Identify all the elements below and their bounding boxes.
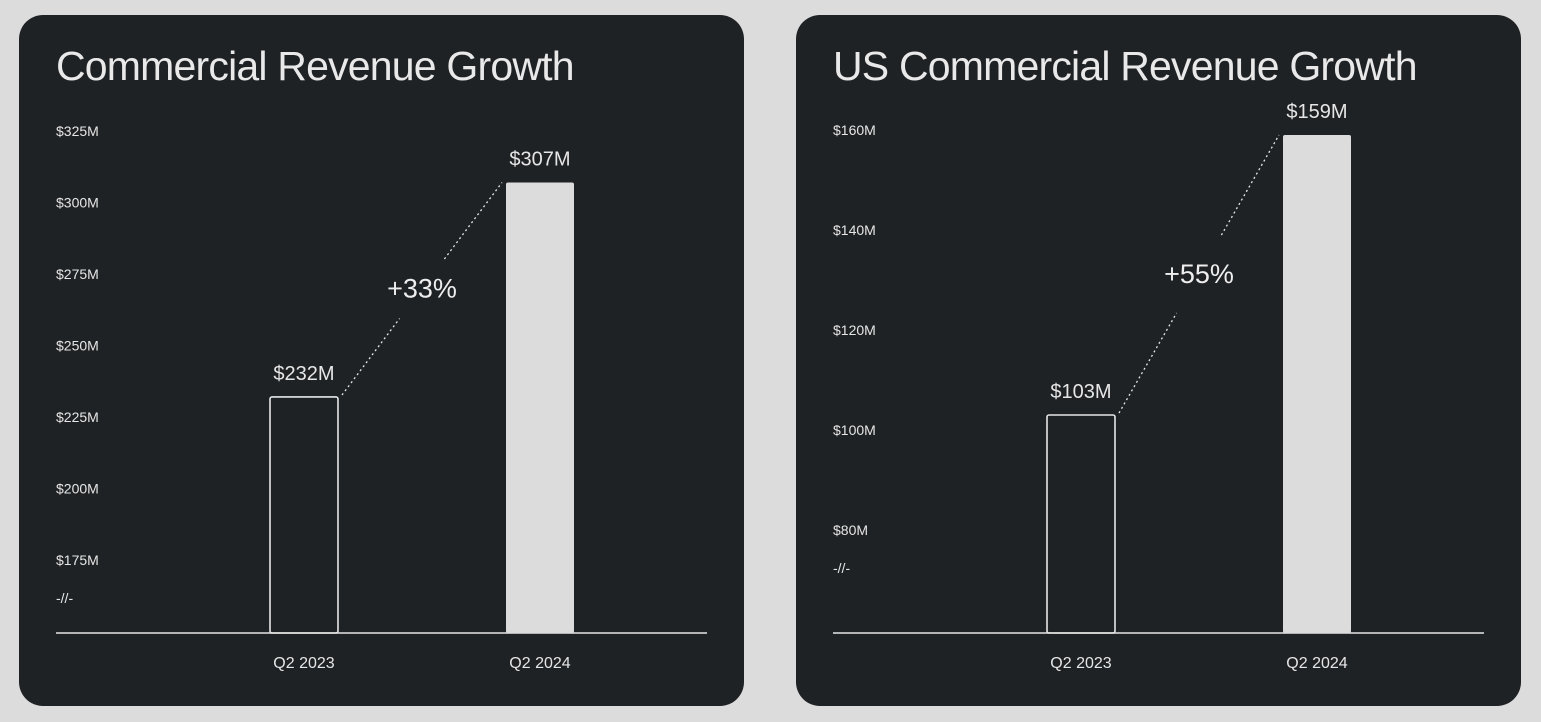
y-tick-label: $200M — [56, 481, 99, 497]
axis-break-mark: -//- — [833, 560, 850, 576]
chart-title: Commercial Revenue Growth — [56, 43, 575, 89]
growth-percentage-label: +33% — [387, 274, 457, 304]
us-commercial-revenue-bar-chart: $80M $100M $120M $140M $160M -//- $103M Q2 2023… — [833, 101, 1484, 672]
chart-title: US Commercial Revenue Growth — [833, 43, 1418, 89]
y-tick-label: $120M — [833, 322, 876, 338]
bar-value-label: $103M — [1050, 381, 1111, 403]
y-tick-label: $275M — [56, 266, 99, 282]
growth-connector-line — [341, 318, 401, 396]
us-commercial-revenue-growth-panel: US Commercial Revenue Growth $80M $100M $1… — [796, 15, 1521, 706]
bar-q2-2023 — [269, 396, 339, 634]
bar-q2-2023 — [1046, 414, 1116, 634]
x-tick-label: Q2 2024 — [1286, 655, 1347, 672]
growth-connector-line — [443, 182, 503, 260]
x-tick-label: Q2 2023 — [1050, 655, 1111, 672]
y-tick-label: $325M — [56, 123, 99, 139]
growth-connector-line — [1118, 312, 1178, 414]
growth-percentage-label: +55% — [1164, 259, 1234, 289]
y-tick-label: $175M — [56, 552, 99, 568]
axis-break-mark: -//- — [56, 590, 73, 606]
bar-value-label: $232M — [273, 363, 334, 385]
commercial-revenue-bar-chart: $175M $200M $225M $250M $275M $300M $325M -//- $… — [56, 123, 707, 672]
commercial-revenue-growth-panel: Commercial Revenue Growth $175M $200M $225… — [19, 15, 744, 706]
y-tick-label: $140M — [833, 222, 876, 238]
bar-value-label: $307M — [509, 148, 570, 170]
y-tick-label: $100M — [833, 422, 876, 438]
y-tick-label: $225M — [56, 409, 99, 425]
x-tick-label: Q2 2023 — [273, 655, 334, 672]
bar-q2-2024 — [506, 182, 574, 634]
y-tick-label: $300M — [56, 195, 99, 211]
y-tick-label: $80M — [833, 522, 868, 538]
x-tick-label: Q2 2024 — [509, 655, 570, 672]
y-tick-label: $160M — [833, 122, 876, 138]
bar-value-label: $159M — [1286, 101, 1347, 123]
growth-connector-line — [1220, 134, 1280, 236]
y-tick-label: $250M — [56, 338, 99, 354]
bar-q2-2024 — [1283, 135, 1351, 633]
